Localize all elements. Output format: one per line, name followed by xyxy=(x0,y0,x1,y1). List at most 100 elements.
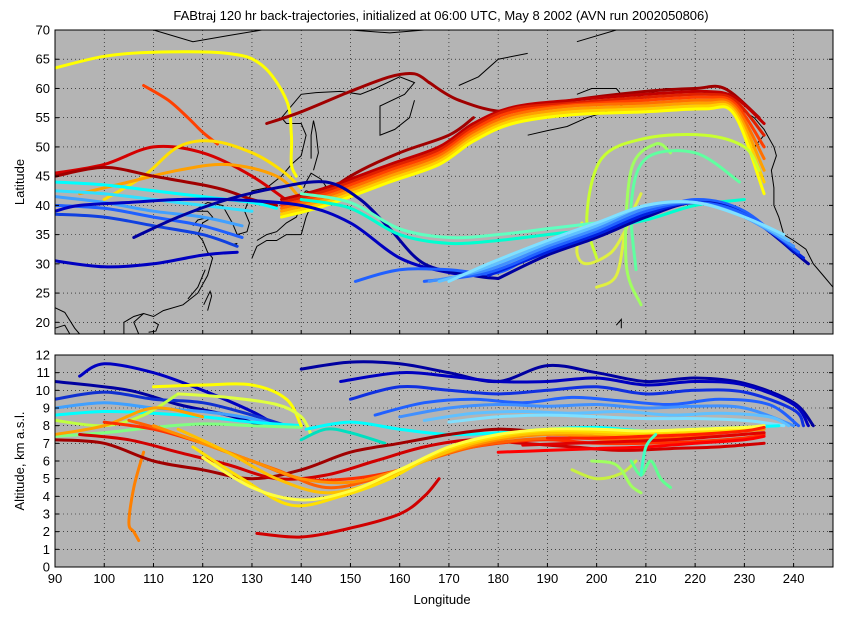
trajectory-line xyxy=(629,149,741,272)
trajectory-line xyxy=(427,81,761,120)
trajectory-line xyxy=(590,459,643,495)
y-tick-label: 7 xyxy=(43,436,50,451)
y-tick-label: 55 xyxy=(36,110,50,125)
y-tick-label: 1 xyxy=(43,542,50,557)
trajectory-line xyxy=(55,406,205,436)
latitude-axis-label: Latitude xyxy=(12,159,27,205)
trajectory-line xyxy=(265,71,431,125)
trajectory-line xyxy=(373,395,800,428)
y-tick-label: 20 xyxy=(36,315,50,330)
x-tick-label: 230 xyxy=(734,571,756,586)
x-tick-label: 120 xyxy=(192,571,214,586)
x-tick-label: 190 xyxy=(537,571,559,586)
coastline xyxy=(187,269,206,300)
x-tick-label: 180 xyxy=(487,571,509,586)
y-tick-label: 10 xyxy=(36,383,50,398)
trajectory-line xyxy=(176,392,313,436)
trajectory-line xyxy=(55,180,279,210)
trajectory-line xyxy=(280,102,766,216)
y-tick-label: 35 xyxy=(36,227,50,242)
y-tick-label: 70 xyxy=(36,23,50,38)
trajectory-line xyxy=(545,425,766,440)
coastline xyxy=(54,307,80,335)
trajectory-line xyxy=(585,133,761,260)
trajectory-line xyxy=(55,197,490,277)
trajectory-line xyxy=(142,84,219,146)
trajectory-line xyxy=(280,92,766,204)
coastline xyxy=(133,313,144,335)
trajectory-line xyxy=(55,203,244,239)
trajectory-line xyxy=(78,162,303,201)
coastline xyxy=(54,324,71,335)
trajectory-line xyxy=(55,50,298,178)
longitude-ticks: 90 100 110 120 130 140 150 160 170 180 190 200 210 22… xyxy=(48,330,804,586)
chart-title: FABtraj 120 hr back-trajectories, initia… xyxy=(173,8,708,23)
trajectory-line xyxy=(201,424,766,502)
x-tick-label: 150 xyxy=(340,571,362,586)
trajectory-line xyxy=(55,409,303,428)
trajectory-line xyxy=(339,371,810,428)
y-tick-label: 3 xyxy=(43,507,50,522)
coastline xyxy=(310,120,319,171)
trajectory-line xyxy=(521,431,766,447)
coastline xyxy=(458,52,528,86)
x-tick-label: 140 xyxy=(290,571,312,586)
map-panel-frame xyxy=(54,29,834,335)
coastline xyxy=(123,76,416,334)
y-tick-label: 4 xyxy=(43,489,50,504)
trajectory-line xyxy=(447,413,786,428)
trajectory-line xyxy=(55,392,180,428)
y-tick-label: 9 xyxy=(43,401,50,416)
altitude-axis-label: Altitude, km a.s.l. xyxy=(12,412,27,511)
x-tick-label: 130 xyxy=(241,571,263,586)
y-tick-label: 50 xyxy=(36,139,50,154)
x-tick-label: 220 xyxy=(684,571,706,586)
trajectory-line xyxy=(422,409,791,428)
y-tick-label: 60 xyxy=(36,81,50,96)
trajectory-line xyxy=(280,95,766,207)
y-tick-label: 25 xyxy=(36,286,50,301)
y-tick-label: 2 xyxy=(43,524,50,539)
longitude-axis-label: Longitude xyxy=(413,592,470,607)
trajectory-line xyxy=(422,200,800,283)
coastline xyxy=(153,29,262,43)
y-tick-label: 45 xyxy=(36,169,50,184)
altitude-trajectories xyxy=(55,360,815,542)
trajectory-line xyxy=(398,402,796,428)
y-tick-label: 8 xyxy=(43,418,50,433)
trajectory-line xyxy=(78,433,766,481)
x-tick-label: 110 xyxy=(143,571,164,586)
x-tick-label: 90 xyxy=(48,571,62,586)
trajectory-line xyxy=(280,89,766,201)
y-tick-label: 65 xyxy=(36,52,50,67)
y-tick-label: 11 xyxy=(37,365,51,380)
trajectory-line xyxy=(55,422,303,438)
trajectory-line xyxy=(629,459,672,489)
trajectory-line xyxy=(78,362,279,428)
trajectory-line xyxy=(280,105,766,219)
x-tick-label: 210 xyxy=(635,571,657,586)
trajectory-line xyxy=(299,427,387,445)
x-tick-label: 100 xyxy=(93,571,115,586)
trajectory-line xyxy=(299,198,746,246)
trajectory-line xyxy=(280,98,766,210)
coastline xyxy=(350,29,425,34)
trajectory-line xyxy=(127,450,146,542)
trajectory-line xyxy=(55,250,239,269)
y-tick-label: 6 xyxy=(43,454,50,469)
trajectory-line xyxy=(447,200,786,283)
map-trajectories xyxy=(55,50,810,307)
y-tick-label: 40 xyxy=(36,198,50,213)
trajectory-line xyxy=(152,382,303,428)
trajectory-line xyxy=(55,212,239,248)
map-panel-background xyxy=(55,30,833,334)
coastline xyxy=(203,289,213,311)
x-tick-label: 160 xyxy=(389,571,411,586)
trajectory-line xyxy=(299,360,815,428)
trajectory-line xyxy=(132,180,500,280)
trajectory-line xyxy=(102,139,303,201)
y-tick-label: 12 xyxy=(36,348,50,363)
trajectory-line xyxy=(280,100,766,213)
